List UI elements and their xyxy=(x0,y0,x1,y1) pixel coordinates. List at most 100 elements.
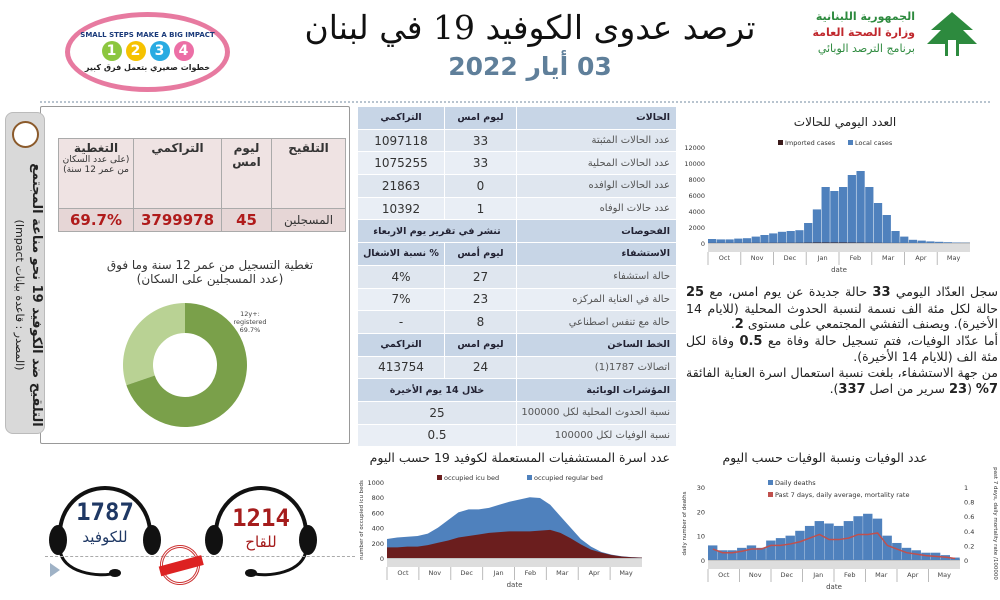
bar-local-cases xyxy=(882,215,891,243)
y-tick-label: 200 xyxy=(372,540,384,548)
x-month-label: Apr xyxy=(915,254,927,262)
step: 2 xyxy=(125,41,146,61)
x-month-label: Jan xyxy=(493,569,504,577)
indicators-period: خلال 14 يوم الأخيرة xyxy=(357,378,517,402)
cell: 0.5 xyxy=(357,423,517,448)
legend-swatch xyxy=(527,475,532,480)
bar-local-cases xyxy=(830,191,839,243)
x-axis-label: date xyxy=(831,266,847,274)
x-month-label: Dec xyxy=(460,569,473,577)
y-tick-label: 20 xyxy=(697,508,705,516)
play-icon[interactable] xyxy=(50,563,60,577)
bar-daily-deaths xyxy=(872,518,883,560)
statistics-table: الحالات ليوم امس التراكمي عدد الحالات المث… xyxy=(357,106,677,448)
legend-label: Imported cases xyxy=(785,139,836,147)
cases-header: الحالات xyxy=(516,106,677,130)
coverage-note: (على عدد السكان من عمر 12 سنة) xyxy=(62,155,130,175)
row-label: حالة استشفاء xyxy=(516,264,677,289)
summary-deaths: أما عدّاد الوفيات، فتم تسجيل حالة وفاة م… xyxy=(686,332,998,365)
cell: 413754 xyxy=(357,355,445,380)
x-axis-label: date xyxy=(507,581,523,589)
col-cumulative: التراكمي xyxy=(357,106,445,130)
legend-swatch xyxy=(768,492,773,497)
x-month-label: Oct xyxy=(718,571,730,579)
bar-daily-deaths xyxy=(756,547,766,560)
row-label: المسجلين xyxy=(271,208,346,232)
cell: 1097118 xyxy=(357,128,445,153)
cell: 24 xyxy=(444,355,517,380)
x-month-label: May xyxy=(619,569,633,577)
cell: 21863 xyxy=(357,174,445,198)
header-cumulative: التراكمي xyxy=(133,138,222,209)
col-occupancy: % نسبة الاشغال xyxy=(357,242,445,266)
donut-slice-registered xyxy=(126,303,247,427)
y2-tick-label: 1 xyxy=(964,484,968,492)
y-tick-label: 2000 xyxy=(688,224,705,232)
bar-daily-deaths xyxy=(775,538,786,560)
row-label: عدد الحالات المثبتة xyxy=(516,128,677,153)
bar-local-cases xyxy=(734,238,743,243)
y-tick-label: 0 xyxy=(701,557,705,565)
report-date: 03 أيار 2022 xyxy=(448,52,612,81)
y-tick-label: 4000 xyxy=(688,208,705,216)
header-text: ليوم امس xyxy=(232,141,261,169)
bar-daily-deaths xyxy=(882,535,892,560)
hotline-number: 1214 xyxy=(232,504,290,532)
y-tick-label: 30 xyxy=(697,484,705,492)
row-label: نسبة الوفيات لكل 100000 xyxy=(516,423,677,448)
summary-cases: سجل العدّاد اليومي 33 حالة جديدة عن يوم … xyxy=(686,284,999,333)
side-title-text: التلقيح ضد الكوفيد 19 نحو مناعة المجتمع xyxy=(29,163,44,427)
y-tick-label: 10 xyxy=(697,533,705,541)
step: 1 xyxy=(101,41,122,61)
cell: 25 xyxy=(357,400,517,425)
y2-tick-label: 0.4 xyxy=(964,528,974,536)
cedar-tree-icon xyxy=(927,12,977,56)
logo-arabic-slogan: خطوات صغيري بتعمل فرق كبير xyxy=(84,63,211,72)
headset-icon xyxy=(205,486,317,577)
bar-local-cases xyxy=(751,236,760,243)
chart-title: عدد اسرة المستشفيات المستعملة لكوفيد 19 … xyxy=(369,450,670,465)
x-date-band xyxy=(387,559,642,567)
header-coverage: التغطية (على عدد السكان من عمر 12 سنة) xyxy=(58,138,134,209)
tests-note: تنشر في تقرير يوم الاربعاء xyxy=(357,219,517,244)
x-axis-label: date xyxy=(826,583,842,591)
donut-subtitle: (عدد المسجلين على السكان) xyxy=(136,272,284,286)
cell: 10392 xyxy=(357,196,445,221)
logo-line: وزارة الصحة العامة xyxy=(812,26,916,39)
bar-local-cases xyxy=(742,238,752,243)
line-mortality-rate xyxy=(712,532,956,560)
x-month-label: Dec xyxy=(784,254,797,262)
y-axis-label: daily number of deaths xyxy=(682,491,688,555)
y-tick-label: 400 xyxy=(372,525,384,533)
x-month-label: May xyxy=(947,254,961,262)
bar-local-cases xyxy=(908,239,918,243)
chart-title: عدد الوفيات ونسبة الوفيات حسب اليوم xyxy=(722,450,928,465)
y2-tick-label: 0.8 xyxy=(964,499,974,507)
legend-swatch xyxy=(768,480,773,485)
legend-swatch xyxy=(848,140,853,145)
legend-label: Daily deaths xyxy=(775,479,816,487)
header-text: التغطية xyxy=(73,141,119,155)
registered-coverage: 69.7% xyxy=(58,208,134,232)
x-month-label: Nov xyxy=(751,254,764,262)
bar-local-cases xyxy=(786,231,795,243)
row-label: اتصالات 1787(1) xyxy=(516,355,677,380)
hotline-label: للقاح xyxy=(245,533,277,551)
step: 4 xyxy=(173,41,194,61)
bar-daily-deaths xyxy=(804,525,815,560)
x-month-label: May xyxy=(938,571,952,579)
coverage-donut: 12y+: registered 69.7% xyxy=(122,303,267,427)
hotline-number: 1787 xyxy=(76,498,134,526)
bar-daily-deaths xyxy=(727,550,737,560)
x-month-label: Dec xyxy=(780,571,793,579)
legend-label: occupied regular bed xyxy=(534,474,603,482)
y2-tick-label: 0.2 xyxy=(964,542,974,550)
cell: 1 xyxy=(444,196,517,221)
bar-local-cases xyxy=(943,242,953,243)
bar-local-cases xyxy=(795,230,804,243)
cell: 0 xyxy=(444,174,517,198)
bar-daily-deaths xyxy=(911,550,921,560)
side-source: (المصدر : قاعدة بيانات Impact) xyxy=(13,219,26,371)
daily-cases-chart: 0 2000 4000 6000 8000 10000 12000 Oct Nov Dec Jan F… xyxy=(684,139,970,274)
col-yesterday: ليوم امس xyxy=(444,106,517,130)
